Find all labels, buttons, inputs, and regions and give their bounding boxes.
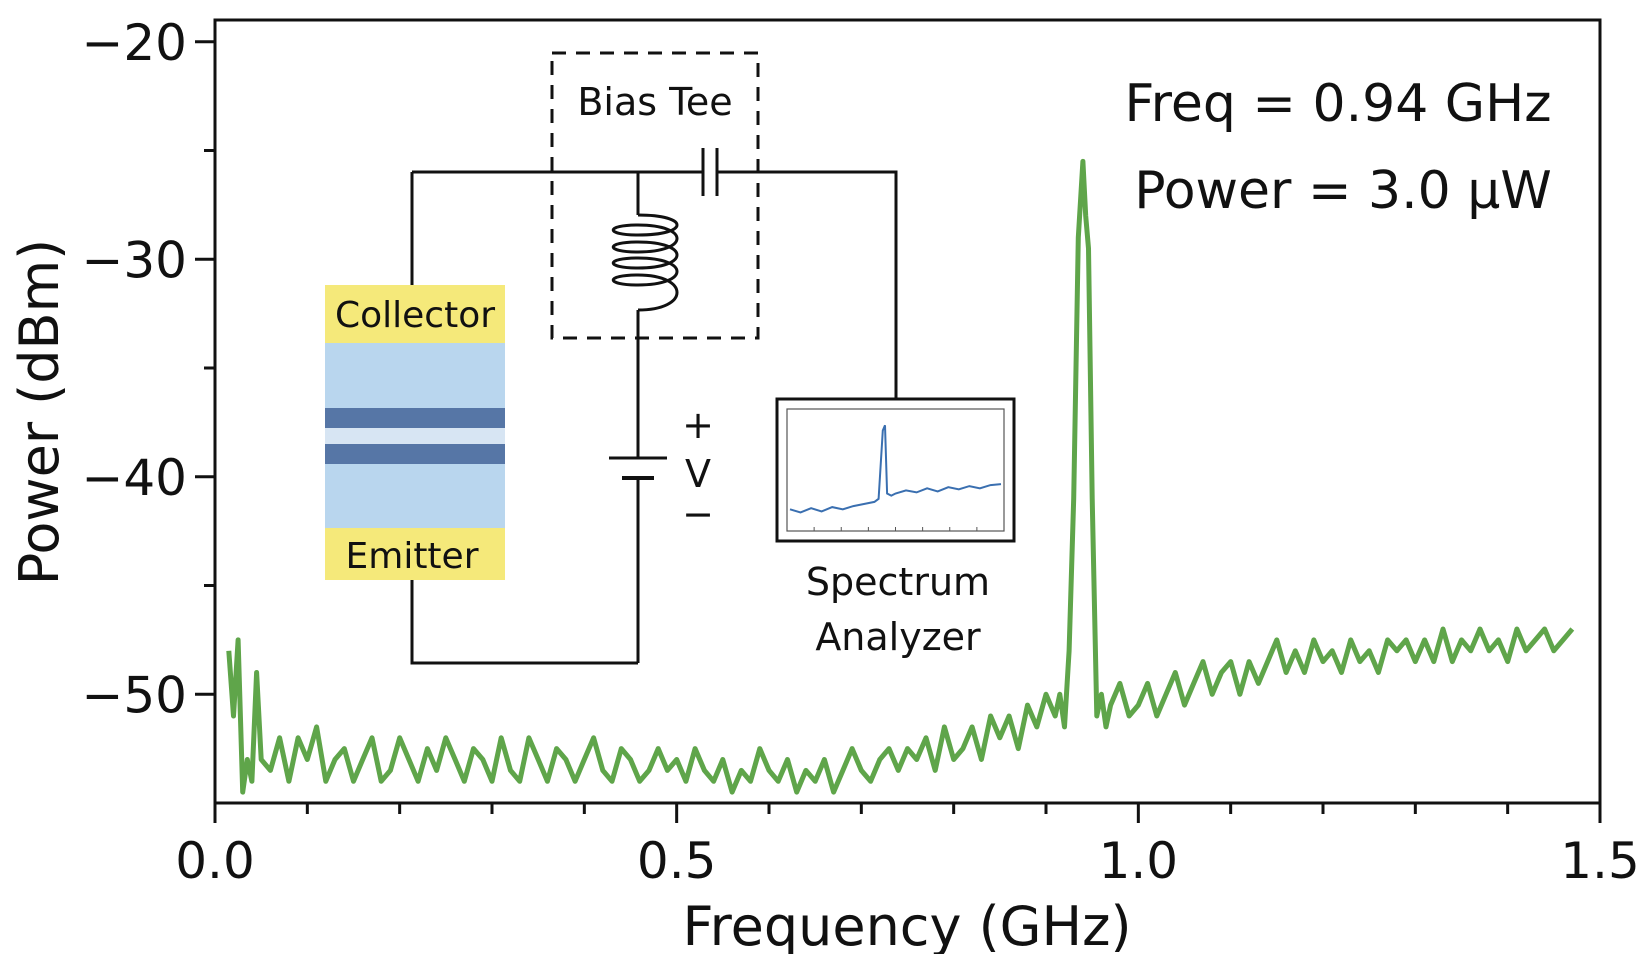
analyzer-label-line1: Spectrum (806, 560, 990, 604)
y-tick-label: −40 (81, 449, 187, 507)
x-tick-label: 0.5 (637, 832, 717, 890)
barrier-layer-bottom (325, 444, 505, 464)
y-axis-title: Power (dBm) (8, 239, 71, 586)
minus-label: − (682, 492, 714, 536)
voltage-label: V (685, 452, 711, 496)
emitter-label: Emitter (346, 536, 479, 577)
circuit-diagram: Bias Tee + V − Collector Emitter Spectru… (325, 53, 1014, 663)
barrier-layer-top (325, 408, 505, 428)
x-axis-title: Frequency (GHz) (682, 895, 1131, 954)
y-tick-label: −50 (81, 666, 187, 724)
y-tick-label: −30 (81, 231, 187, 289)
inductor-coil (613, 215, 677, 310)
y-tick-label: −20 (81, 14, 187, 72)
x-tick-label: 0.0 (175, 832, 255, 890)
mini-plot-frame (787, 409, 1004, 531)
x-tick-label: 1.5 (1560, 832, 1640, 890)
collector-label: Collector (335, 295, 495, 336)
bias-tee-label: Bias Tee (577, 80, 732, 124)
power-annotation: Power = 3.0 μW (1134, 161, 1552, 221)
x-tick-label: 1.0 (1099, 832, 1179, 890)
plus-label: + (682, 403, 714, 447)
well-layer (325, 428, 505, 444)
frequency-annotation: Freq = 0.94 GHz (1125, 74, 1552, 134)
analyzer-label-line2: Analyzer (815, 615, 981, 659)
